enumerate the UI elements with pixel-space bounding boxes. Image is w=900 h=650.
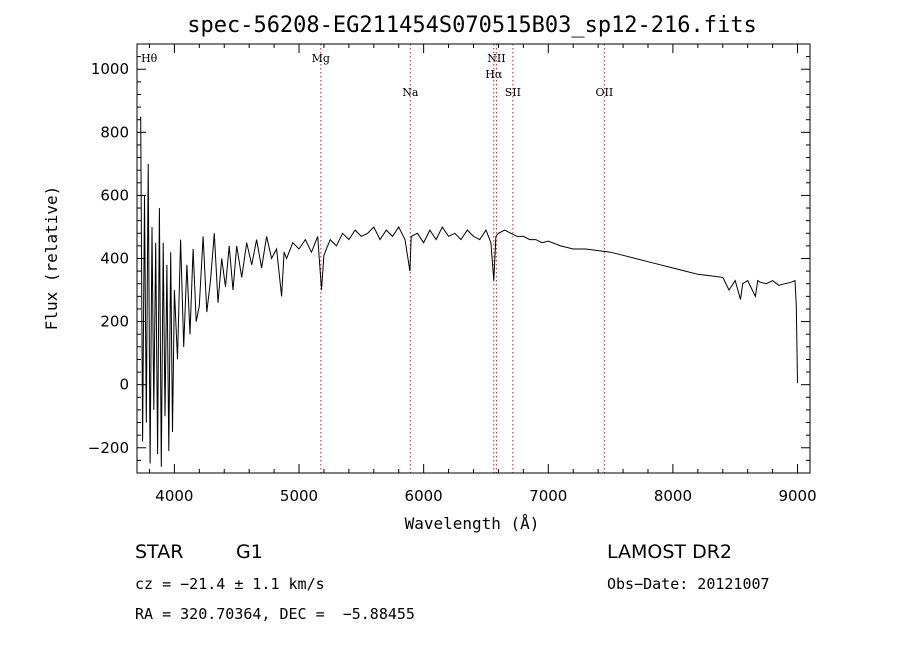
survey-label: LAMOST DR2	[607, 541, 732, 563]
coordinates: RA = 320.70364, DEC = −5.88455	[135, 605, 415, 623]
flux-series	[140, 116, 798, 467]
x-axis: 4000 5000 6000 7000 8000 9000	[148, 44, 817, 505]
marker-label-0: Hθ	[141, 52, 158, 65]
object-class: STAR	[135, 541, 184, 563]
marker-label-1: Mg	[312, 52, 330, 65]
marker-label-2: Na	[402, 86, 419, 99]
x-tick-label-0: 4000	[155, 487, 193, 505]
series-line-0	[140, 116, 798, 467]
y-tick-label-0: −200	[88, 439, 129, 457]
x-tick-label-1: 5000	[280, 487, 318, 505]
y-tick-label-3: 400	[100, 250, 129, 268]
object-subclass: G1	[236, 541, 263, 563]
x-tick-label-3: 7000	[529, 487, 567, 505]
observation-date: Obs−Date: 20121007	[607, 575, 770, 593]
y-tick-label-4: 600	[100, 186, 129, 204]
x-tick-label-2: 6000	[405, 487, 443, 505]
marker-label-5: SII	[505, 86, 521, 99]
chart-title: spec-56208-EG211454S070515B03_sp12-216.f…	[187, 13, 757, 38]
marker-label-3: NII	[487, 52, 505, 65]
redshift-velocity: cz = −21.4 ± 1.1 km/s	[135, 575, 325, 593]
marker-label-6: OII	[596, 86, 614, 99]
y-axis-label: Flux (relative)	[42, 186, 61, 331]
x-tick-label-5: 9000	[778, 487, 816, 505]
y-tick-label-2: 200	[100, 313, 129, 331]
marker-label-4: Hα	[485, 68, 503, 81]
y-tick-label-1: 0	[119, 376, 129, 394]
spectrum-chart: spec-56208-EG211454S070515B03_sp12-216.f…	[42, 13, 817, 533]
y-axis: −200 0 200 400 600 800 1000	[88, 56, 810, 461]
y-tick-label-5: 800	[100, 123, 129, 141]
x-axis-label: Wavelength (Å)	[405, 514, 540, 533]
x-tick-label-4: 8000	[654, 487, 692, 505]
plot-frame	[136, 43, 811, 474]
y-tick-label-6: 1000	[91, 60, 129, 78]
